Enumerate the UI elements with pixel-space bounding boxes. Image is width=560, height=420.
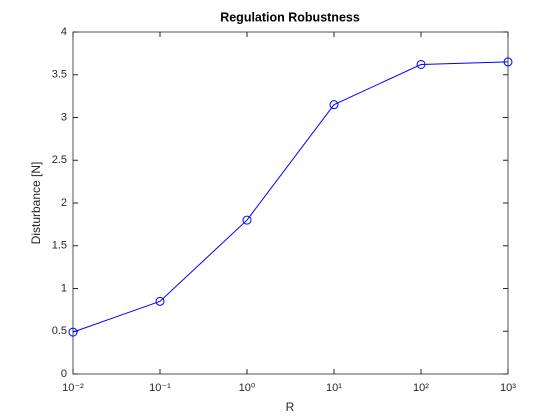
- y-tick-label: 2: [61, 197, 67, 209]
- data-point: [416, 59, 426, 69]
- x-tick-label: 10⁰: [239, 382, 256, 394]
- data-point: [503, 57, 513, 67]
- y-tick-label: 1.5: [52, 240, 67, 252]
- y-tick-label: 2.5: [52, 154, 67, 166]
- chart-title: Regulation Robustness: [220, 10, 360, 24]
- x-tick-label: 10³: [500, 382, 516, 394]
- y-tick-label: 3.5: [52, 69, 67, 81]
- data-line: [72, 61, 509, 333]
- x-tick-label: 10⁻¹: [149, 382, 171, 394]
- y-tick-label: 1: [61, 282, 67, 294]
- x-tick-label: 10²: [413, 382, 429, 394]
- x-tick-label: 10¹: [326, 382, 342, 394]
- axes-box: [72, 31, 509, 375]
- data-point: [329, 100, 339, 110]
- y-tick-label: 3: [61, 111, 67, 123]
- x-tick-label: 10⁻²: [62, 382, 84, 394]
- y-tick-label: 4: [61, 26, 67, 38]
- y-tick-label: 0.5: [52, 325, 67, 337]
- x-axis-label: R: [286, 400, 295, 414]
- y-axis-label: Disturbance [N]: [29, 162, 43, 245]
- y-tick-label: 0: [61, 368, 67, 380]
- data-point: [68, 327, 78, 337]
- data-point: [242, 215, 252, 225]
- data-point: [155, 296, 165, 306]
